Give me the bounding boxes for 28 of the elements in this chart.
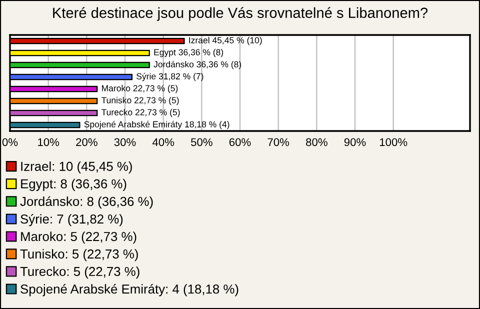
data-label: Sýrie 31,82 % (7): [136, 72, 204, 82]
data-label: Egypt 36,36 % (8): [154, 48, 224, 58]
data-label: Jordánsko 36,36 % (8): [154, 60, 242, 70]
legend-label: Maroko: 5 (22,73 %): [21, 232, 136, 244]
legend-label: Jordánsko: 8 (36,36 %): [20, 196, 153, 209]
data-label: Spojené Arabské Emiráty 18,18 % (4): [84, 120, 230, 130]
x-tick-label: 0%: [2, 138, 18, 146]
data-label: Maroko 22,73 % (5): [102, 84, 178, 94]
legend-label: Izrael: 10 (45,45 %): [21, 161, 132, 174]
data-label: Tunisko 22,73 % (5): [101, 96, 179, 106]
data-label: Izrael 45,45 % (10): [189, 36, 262, 46]
legend-label: Spojené Arabské Emiráty: 4 (18,18 %): [20, 284, 238, 296]
data-label: Turecko 22,73 % (5): [101, 108, 180, 118]
legend-label: Egypt: 8 (36,36 %): [21, 178, 126, 191]
x-tick-label: 30%: [114, 138, 136, 146]
x-tick-label: 70%: [268, 138, 290, 146]
chart-title: Které destinace jsou podle Vás srovnatelné s Libanonem?: [53, 7, 428, 21]
legend-label: Sýrie: 7 (31,82 %): [20, 214, 123, 226]
x-tick-label: 40%: [152, 138, 174, 146]
x-tick-label: 80%: [306, 138, 328, 146]
legend-label: Turecko: 5 (22,73 %): [20, 266, 140, 279]
x-tick-label: 100%: [380, 138, 408, 146]
x-tick-label: 20%: [76, 138, 98, 146]
x-tick-label: 90%: [344, 138, 366, 146]
x-tick-label: 60%: [229, 138, 251, 146]
legend-label: Tunisko: 5 (22,73 %): [20, 249, 138, 262]
x-tick-label: 10%: [38, 138, 60, 146]
x-tick-label: 50%: [190, 138, 212, 146]
